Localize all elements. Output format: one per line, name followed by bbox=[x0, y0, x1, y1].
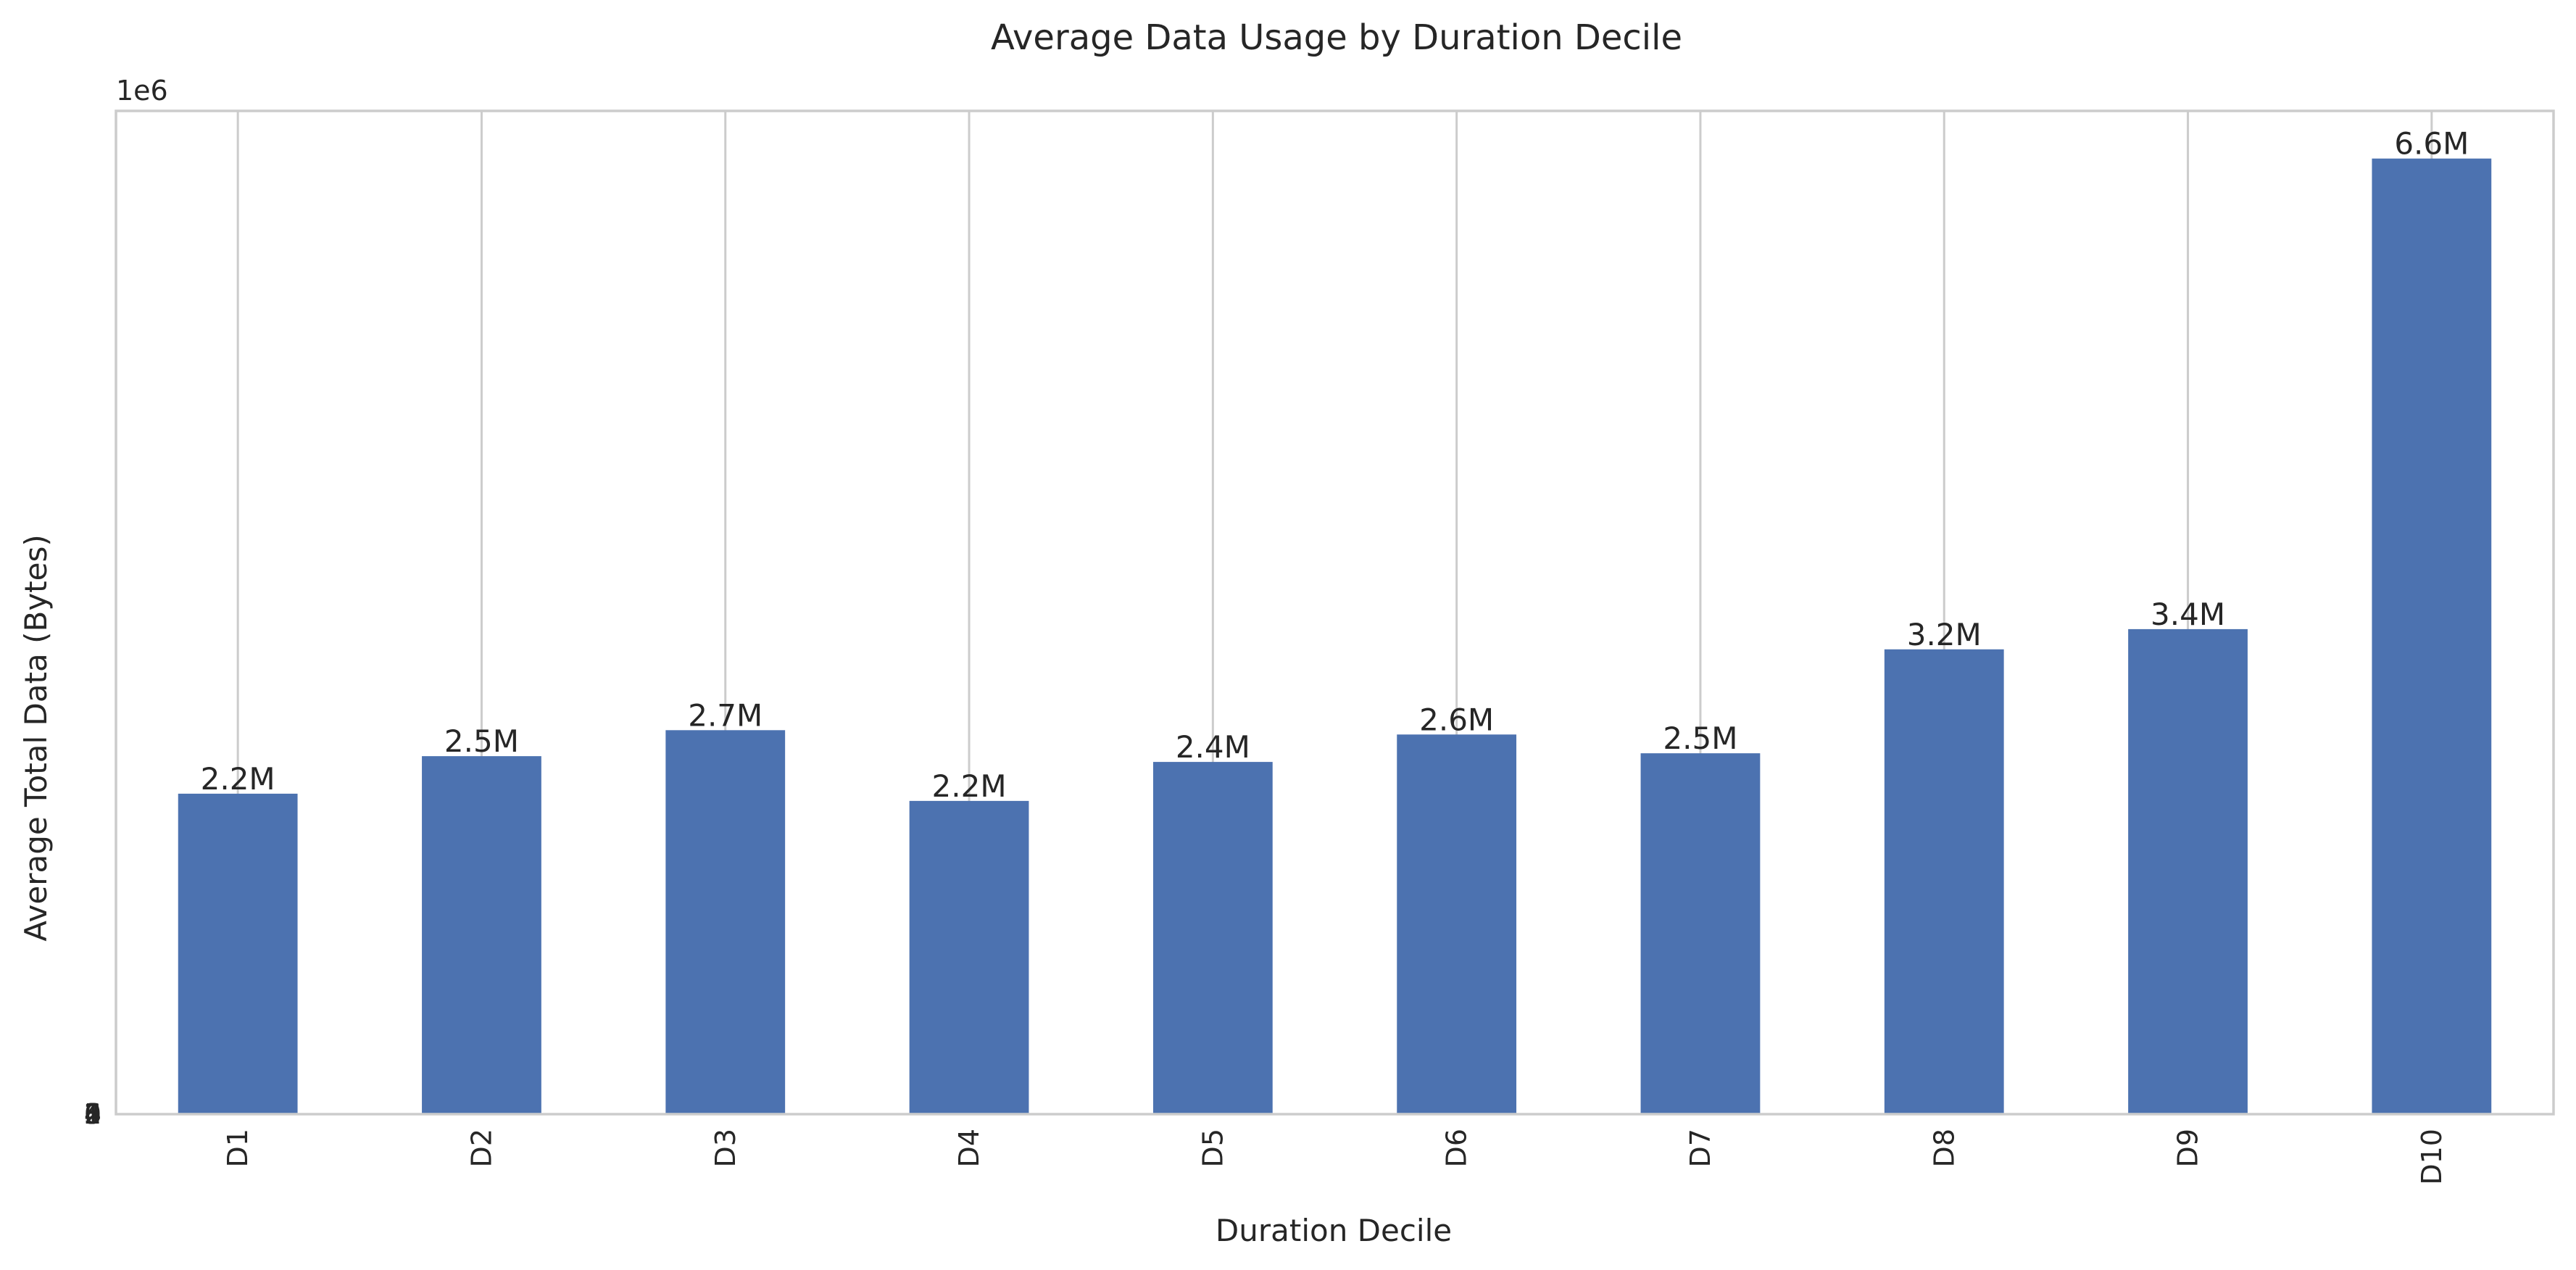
x-tick-label: D7 bbox=[1684, 1129, 1716, 1167]
y-offset-label: 1e6 bbox=[116, 75, 168, 107]
plot-frame bbox=[115, 109, 2555, 1116]
bar-d5 bbox=[1152, 762, 1273, 1114]
bar-value-label: 2.4M bbox=[1176, 729, 1250, 765]
x-tick-labels: D1 D2 D3 D4 D5 D6 D7 D8 D9 D10 bbox=[222, 1129, 2448, 1185]
y-tick-label: 4 bbox=[84, 1098, 101, 1130]
bar-value-label: 3.4M bbox=[2151, 597, 2225, 632]
x-tick-label: D8 bbox=[1928, 1129, 1960, 1167]
bar-value-label: 6.6M bbox=[2394, 126, 2469, 162]
x-tick-label: D2 bbox=[465, 1129, 497, 1167]
bar-d2 bbox=[422, 756, 541, 1114]
x-tick-label: D4 bbox=[953, 1129, 985, 1167]
x-axis-label: Duration Decile bbox=[1216, 1213, 1452, 1248]
bar-value-label: 2.5M bbox=[444, 723, 519, 759]
bar-d3 bbox=[665, 730, 786, 1114]
y-tick-label: 3 bbox=[84, 1098, 101, 1130]
y-tick-label: 2 bbox=[84, 1098, 101, 1130]
bar-d10 bbox=[2372, 158, 2492, 1115]
bar-value-label: 2.7M bbox=[688, 697, 763, 733]
bar-d1 bbox=[178, 793, 298, 1114]
bar-labels: 2.2M 2.5M 2.7M 2.2M 2.4M 2.6M 2.5M 3.2M 3.4M 6.6M bbox=[201, 126, 2469, 804]
x-tick-label: D9 bbox=[2172, 1129, 2204, 1167]
y-tick-label: 1 bbox=[84, 1098, 101, 1130]
bar-value-label: 2.6M bbox=[1419, 702, 1494, 737]
bar-value-label: 3.2M bbox=[1907, 617, 1982, 652]
x-tick-label: D5 bbox=[1197, 1129, 1229, 1167]
y-tick-label: 5 bbox=[84, 1098, 101, 1130]
bar-value-label: 2.2M bbox=[932, 768, 1007, 804]
y-axis-label: Average Total Data (Bytes) bbox=[18, 534, 54, 942]
x-tick-label: D3 bbox=[710, 1129, 741, 1167]
bar-d8 bbox=[1884, 649, 2004, 1114]
x-tick-label: D1 bbox=[222, 1129, 254, 1167]
chart-title: Average Data Usage by Duration Decile bbox=[991, 17, 1682, 58]
x-tick-label: D6 bbox=[1441, 1129, 1473, 1167]
bar-d4 bbox=[909, 800, 1029, 1114]
bar-d7 bbox=[1640, 753, 1761, 1114]
x-tick-label: D10 bbox=[2416, 1129, 2448, 1185]
y-tick-label: 0 bbox=[84, 1098, 101, 1130]
bar-d6 bbox=[1397, 734, 1517, 1114]
bar-value-label: 2.5M bbox=[1663, 721, 1737, 756]
bar-d9 bbox=[2128, 628, 2248, 1114]
y-tick-label: 6 bbox=[84, 1098, 101, 1130]
bar-value-label: 2.2M bbox=[201, 761, 275, 797]
bars bbox=[178, 158, 2492, 1115]
